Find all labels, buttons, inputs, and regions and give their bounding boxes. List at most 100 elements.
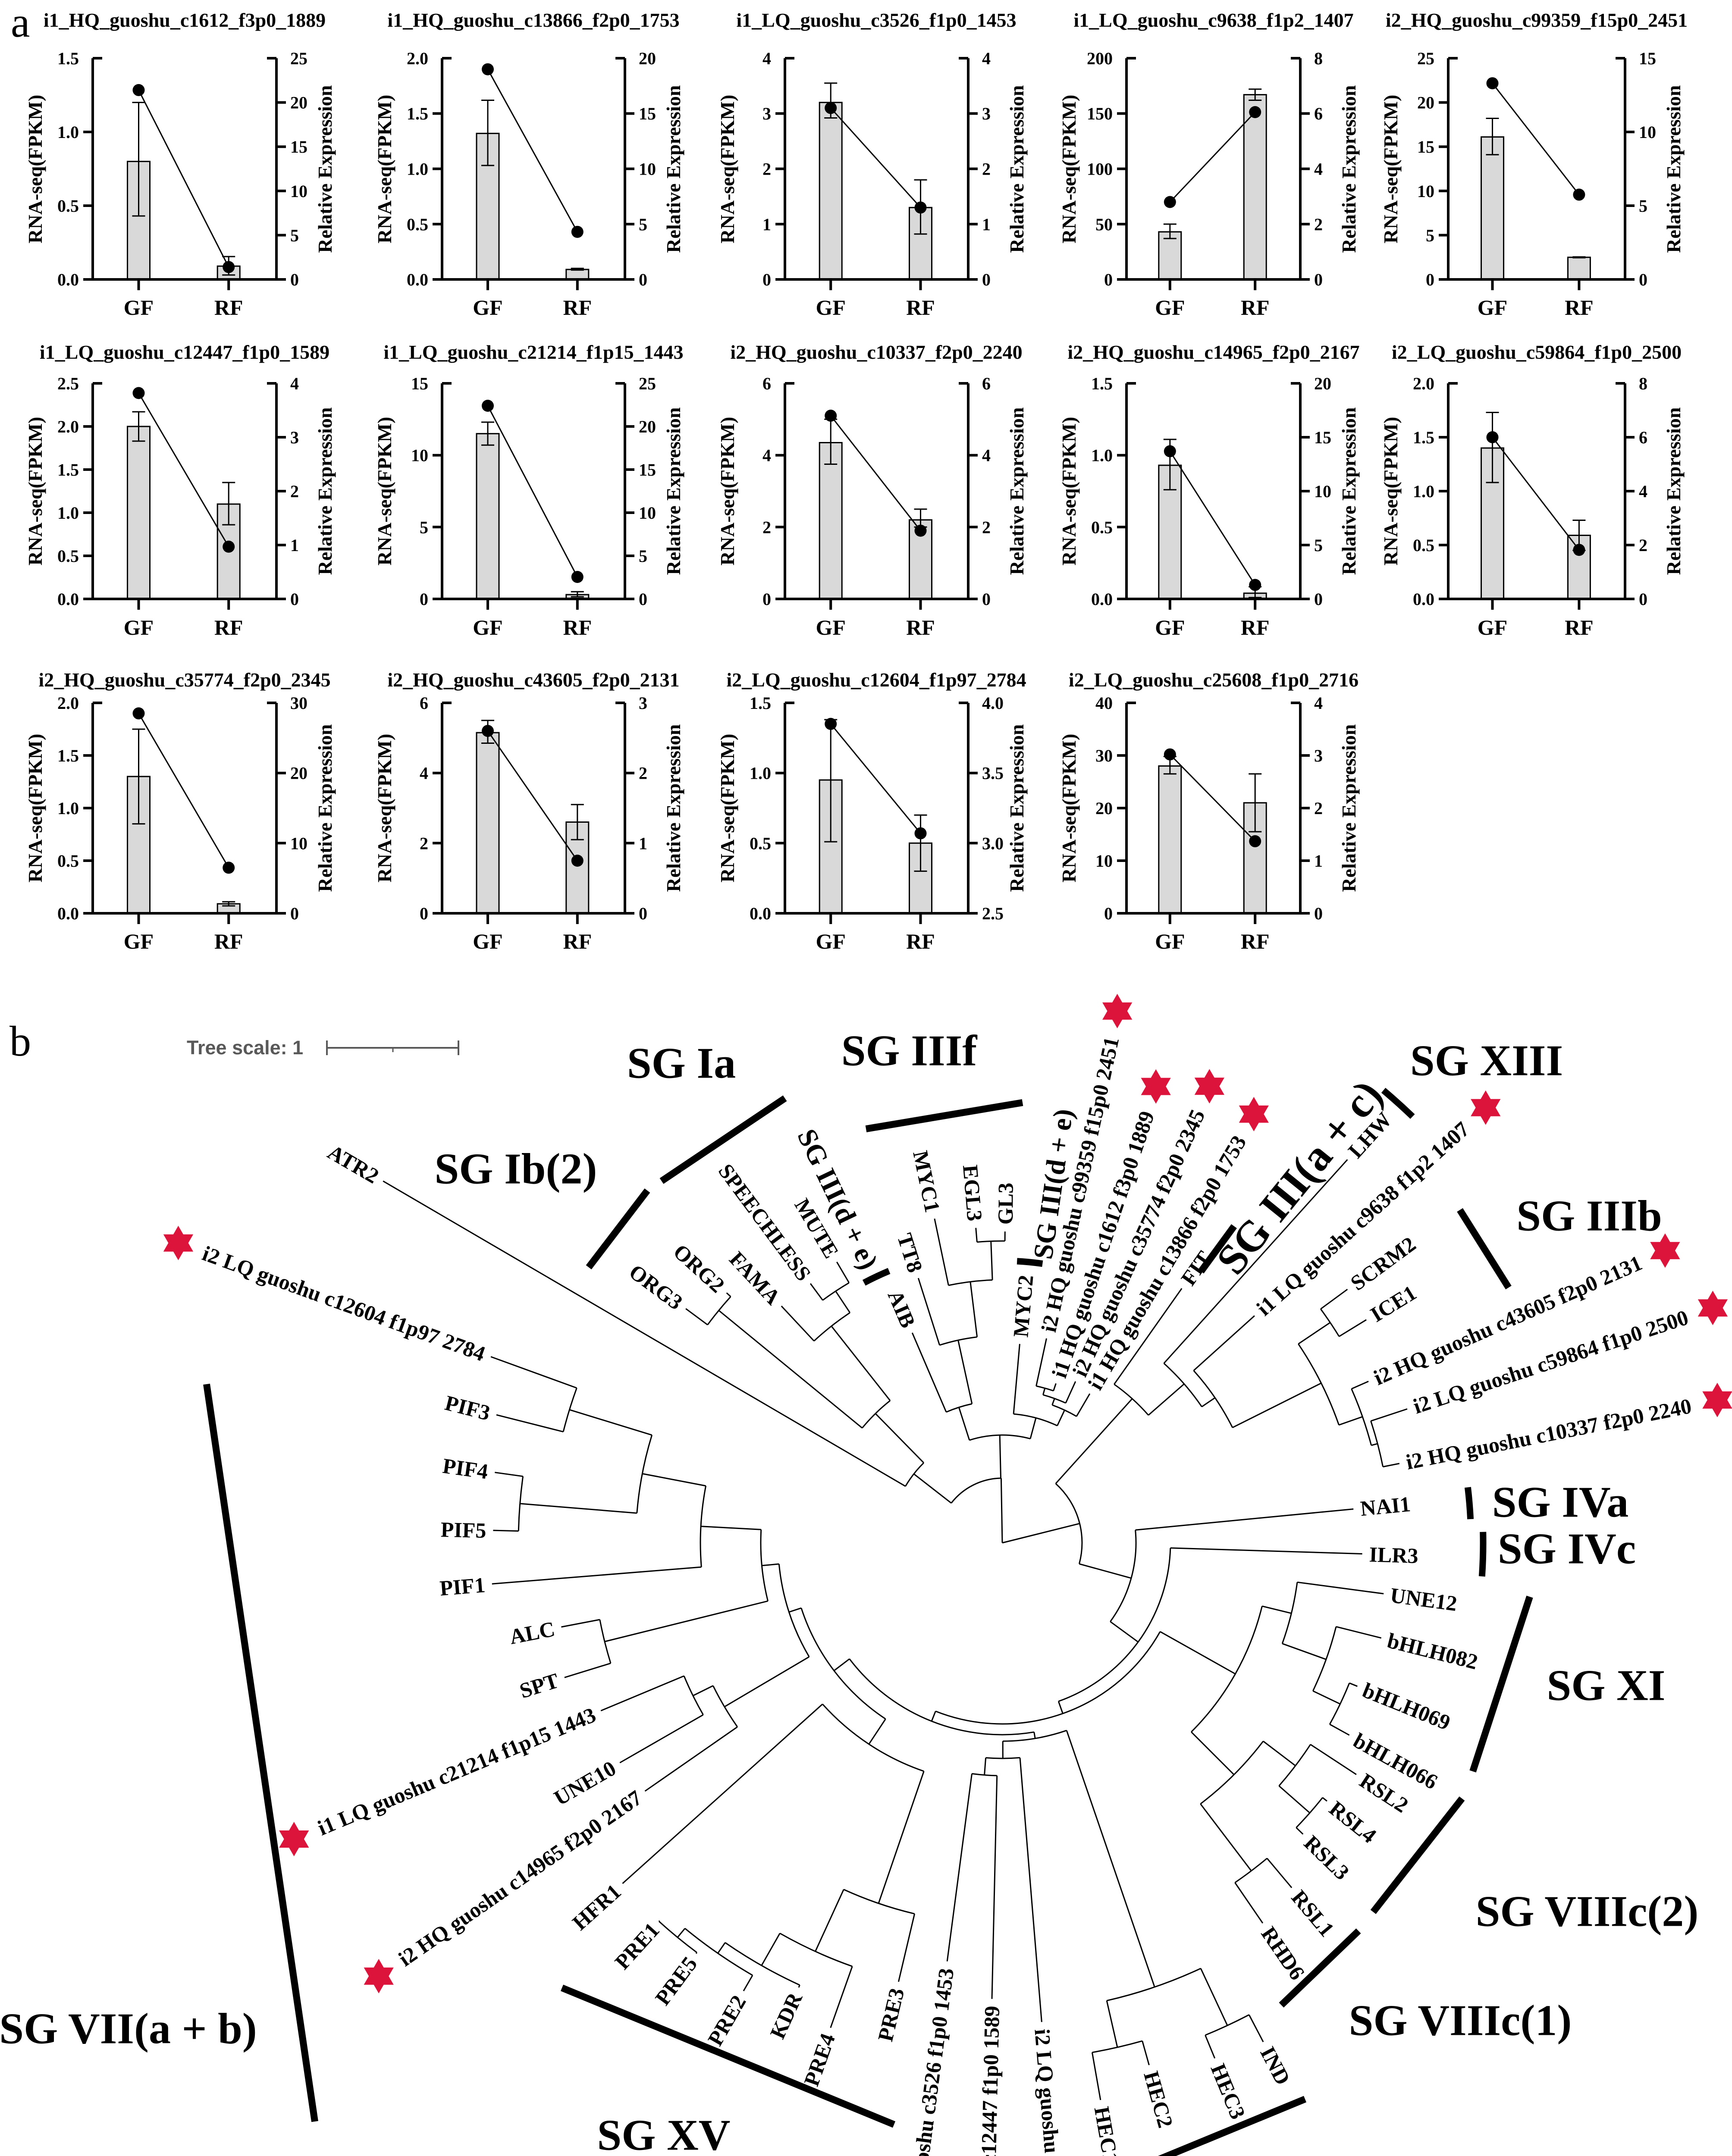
svg-text:RNA-seq(FPKM): RNA-seq(FPKM) <box>24 95 46 244</box>
svg-text:4: 4 <box>290 374 299 393</box>
svg-text:RNA-seq(FPKM): RNA-seq(FPKM) <box>716 734 738 883</box>
svg-text:RF: RF <box>1565 295 1594 320</box>
svg-text:RNA-seq(FPKM): RNA-seq(FPKM) <box>1380 95 1402 244</box>
svg-text:RNA-seq(FPKM): RNA-seq(FPKM) <box>24 417 46 566</box>
svg-text:2.0: 2.0 <box>57 693 79 713</box>
svg-text:2.5: 2.5 <box>57 374 79 393</box>
svg-text:4: 4 <box>982 49 991 68</box>
svg-text:1.5: 1.5 <box>1413 428 1434 447</box>
svg-text:20: 20 <box>639 49 656 68</box>
svg-text:0.0: 0.0 <box>407 270 428 289</box>
svg-text:GF: GF <box>473 929 502 953</box>
svg-text:RF: RF <box>906 615 935 639</box>
svg-text:GF: GF <box>1155 929 1185 953</box>
svg-text:1.0: 1.0 <box>57 122 79 142</box>
svg-text:2: 2 <box>762 160 771 179</box>
svg-text:RF: RF <box>1565 615 1594 639</box>
svg-text:Relative Expression: Relative Expression <box>662 407 684 575</box>
svg-text:10: 10 <box>1639 122 1656 142</box>
svg-text:i2_HQ_guoshu_c35774_f2p0_2345: i2_HQ_guoshu_c35774_f2p0_2345 <box>38 669 330 691</box>
svg-text:PIF5: PIF5 <box>440 1517 486 1543</box>
svg-text:25: 25 <box>290 49 307 68</box>
svg-text:20: 20 <box>1095 799 1113 818</box>
svg-text:10: 10 <box>290 182 307 201</box>
svg-text:6: 6 <box>1639 428 1647 447</box>
svg-text:Tree scale: 1: Tree scale: 1 <box>187 1037 303 1059</box>
svg-text:Relative Expression: Relative Expression <box>1338 724 1360 892</box>
svg-text:15: 15 <box>1639 49 1656 68</box>
svg-text:RNA-seq(FPKM): RNA-seq(FPKM) <box>373 734 395 883</box>
svg-text:Relative Expression: Relative Expression <box>662 85 684 253</box>
svg-text:SG Ia: SG Ia <box>627 1039 736 1088</box>
svg-text:0.5: 0.5 <box>1091 517 1113 537</box>
svg-text:1: 1 <box>1314 851 1323 871</box>
svg-text:SG Ib(2): SG Ib(2) <box>435 1145 597 1194</box>
svg-text:25: 25 <box>1417 49 1434 68</box>
svg-text:0: 0 <box>420 904 428 923</box>
svg-text:8: 8 <box>1314 49 1323 68</box>
svg-text:Relative Expression: Relative Expression <box>662 724 684 892</box>
svg-text:i1_HQ_guoshu_c1612_f3p0_1889: i1_HQ_guoshu_c1612_f3p0_1889 <box>44 9 326 31</box>
svg-text:15: 15 <box>290 137 307 157</box>
svg-text:3: 3 <box>290 428 299 447</box>
svg-text:RNA-seq(FPKM): RNA-seq(FPKM) <box>1058 417 1080 566</box>
svg-text:0.0: 0.0 <box>57 589 79 609</box>
svg-text:6: 6 <box>762 374 771 393</box>
svg-text:6: 6 <box>420 693 428 713</box>
svg-text:15: 15 <box>1314 428 1331 447</box>
svg-text:GF: GF <box>1478 615 1507 639</box>
svg-text:0: 0 <box>639 270 647 289</box>
svg-text:SG IVc: SG IVc <box>1498 1525 1636 1573</box>
svg-text:15: 15 <box>639 460 656 479</box>
svg-text:1.5: 1.5 <box>57 49 79 68</box>
svg-text:0: 0 <box>1104 270 1113 289</box>
svg-text:Relative Expression: Relative Expression <box>1663 407 1685 575</box>
svg-text:0.5: 0.5 <box>407 215 428 234</box>
svg-text:SG XIII: SG XIII <box>1410 1037 1563 1085</box>
svg-text:40: 40 <box>1095 693 1113 713</box>
svg-text:5: 5 <box>1314 536 1323 555</box>
svg-text:GL3: GL3 <box>993 1183 1018 1225</box>
svg-text:1.5: 1.5 <box>750 693 771 713</box>
svg-text:10: 10 <box>1095 851 1113 871</box>
svg-text:2: 2 <box>982 160 991 179</box>
svg-text:SG VIIIc(1): SG VIIIc(1) <box>1349 1996 1572 2045</box>
svg-text:ILR3: ILR3 <box>1369 1542 1419 1568</box>
svg-text:5: 5 <box>420 517 428 537</box>
svg-text:1.0: 1.0 <box>750 764 771 783</box>
svg-text:5: 5 <box>290 226 299 245</box>
svg-text:10: 10 <box>1417 182 1434 201</box>
svg-text:150: 150 <box>1087 104 1113 123</box>
svg-text:RF: RF <box>214 615 243 639</box>
svg-text:0.5: 0.5 <box>750 834 771 853</box>
svg-text:0: 0 <box>639 589 647 609</box>
svg-text:4: 4 <box>982 446 991 465</box>
svg-text:0.5: 0.5 <box>57 546 79 566</box>
svg-text:GF: GF <box>816 295 845 320</box>
svg-text:20: 20 <box>290 93 307 113</box>
svg-text:0.5: 0.5 <box>1413 536 1434 555</box>
svg-text:3: 3 <box>639 693 647 713</box>
svg-text:MYC2: MYC2 <box>1008 1274 1038 1338</box>
svg-text:0.0: 0.0 <box>750 904 771 923</box>
svg-text:0.5: 0.5 <box>57 196 79 216</box>
svg-text:10: 10 <box>1314 482 1331 501</box>
svg-text:2.0: 2.0 <box>57 417 79 436</box>
svg-text:RF: RF <box>563 929 592 953</box>
svg-text:SG IVa: SG IVa <box>1492 1478 1629 1527</box>
svg-text:0: 0 <box>1314 589 1323 609</box>
svg-text:GF: GF <box>816 929 845 953</box>
svg-text:RNA-seq(FPKM): RNA-seq(FPKM) <box>24 734 46 883</box>
svg-text:RF: RF <box>214 295 243 320</box>
svg-text:a: a <box>11 0 30 46</box>
svg-text:SG XV: SG XV <box>597 2111 731 2156</box>
svg-text:5: 5 <box>639 546 647 566</box>
svg-text:Relative Expression: Relative Expression <box>1663 85 1685 253</box>
svg-text:1.5: 1.5 <box>407 104 428 123</box>
svg-text:RF: RF <box>563 615 592 639</box>
svg-text:3: 3 <box>1314 746 1323 765</box>
svg-text:20: 20 <box>290 764 307 783</box>
svg-text:0: 0 <box>1426 270 1434 289</box>
svg-text:0: 0 <box>290 904 299 923</box>
svg-text:3.0: 3.0 <box>982 834 1004 853</box>
